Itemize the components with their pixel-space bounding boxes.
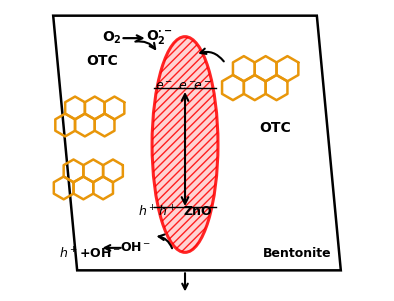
Text: OH$^-$: OH$^-$ xyxy=(120,241,151,254)
Text: Bentonite: Bentonite xyxy=(263,247,331,260)
Ellipse shape xyxy=(152,37,218,252)
Text: $e^-$ $e^-\!\!e^-$: $e^-$ $e^-\!\!e^-$ xyxy=(155,79,212,93)
Text: $h^+$+OH$^-$: $h^+$+OH$^-$ xyxy=(59,246,121,262)
Polygon shape xyxy=(53,16,341,270)
Text: $\mathbf{O_2}$: $\mathbf{O_2}$ xyxy=(102,30,121,46)
Text: OTC: OTC xyxy=(87,54,119,68)
Text: ZnO: ZnO xyxy=(184,205,212,219)
Text: $h^+h^+$: $h^+h^+$ xyxy=(138,204,177,219)
Text: OTC: OTC xyxy=(259,121,291,135)
Text: $\mathbf{O_2^{\bullet-}}$: $\mathbf{O_2^{\bullet-}}$ xyxy=(146,28,173,46)
